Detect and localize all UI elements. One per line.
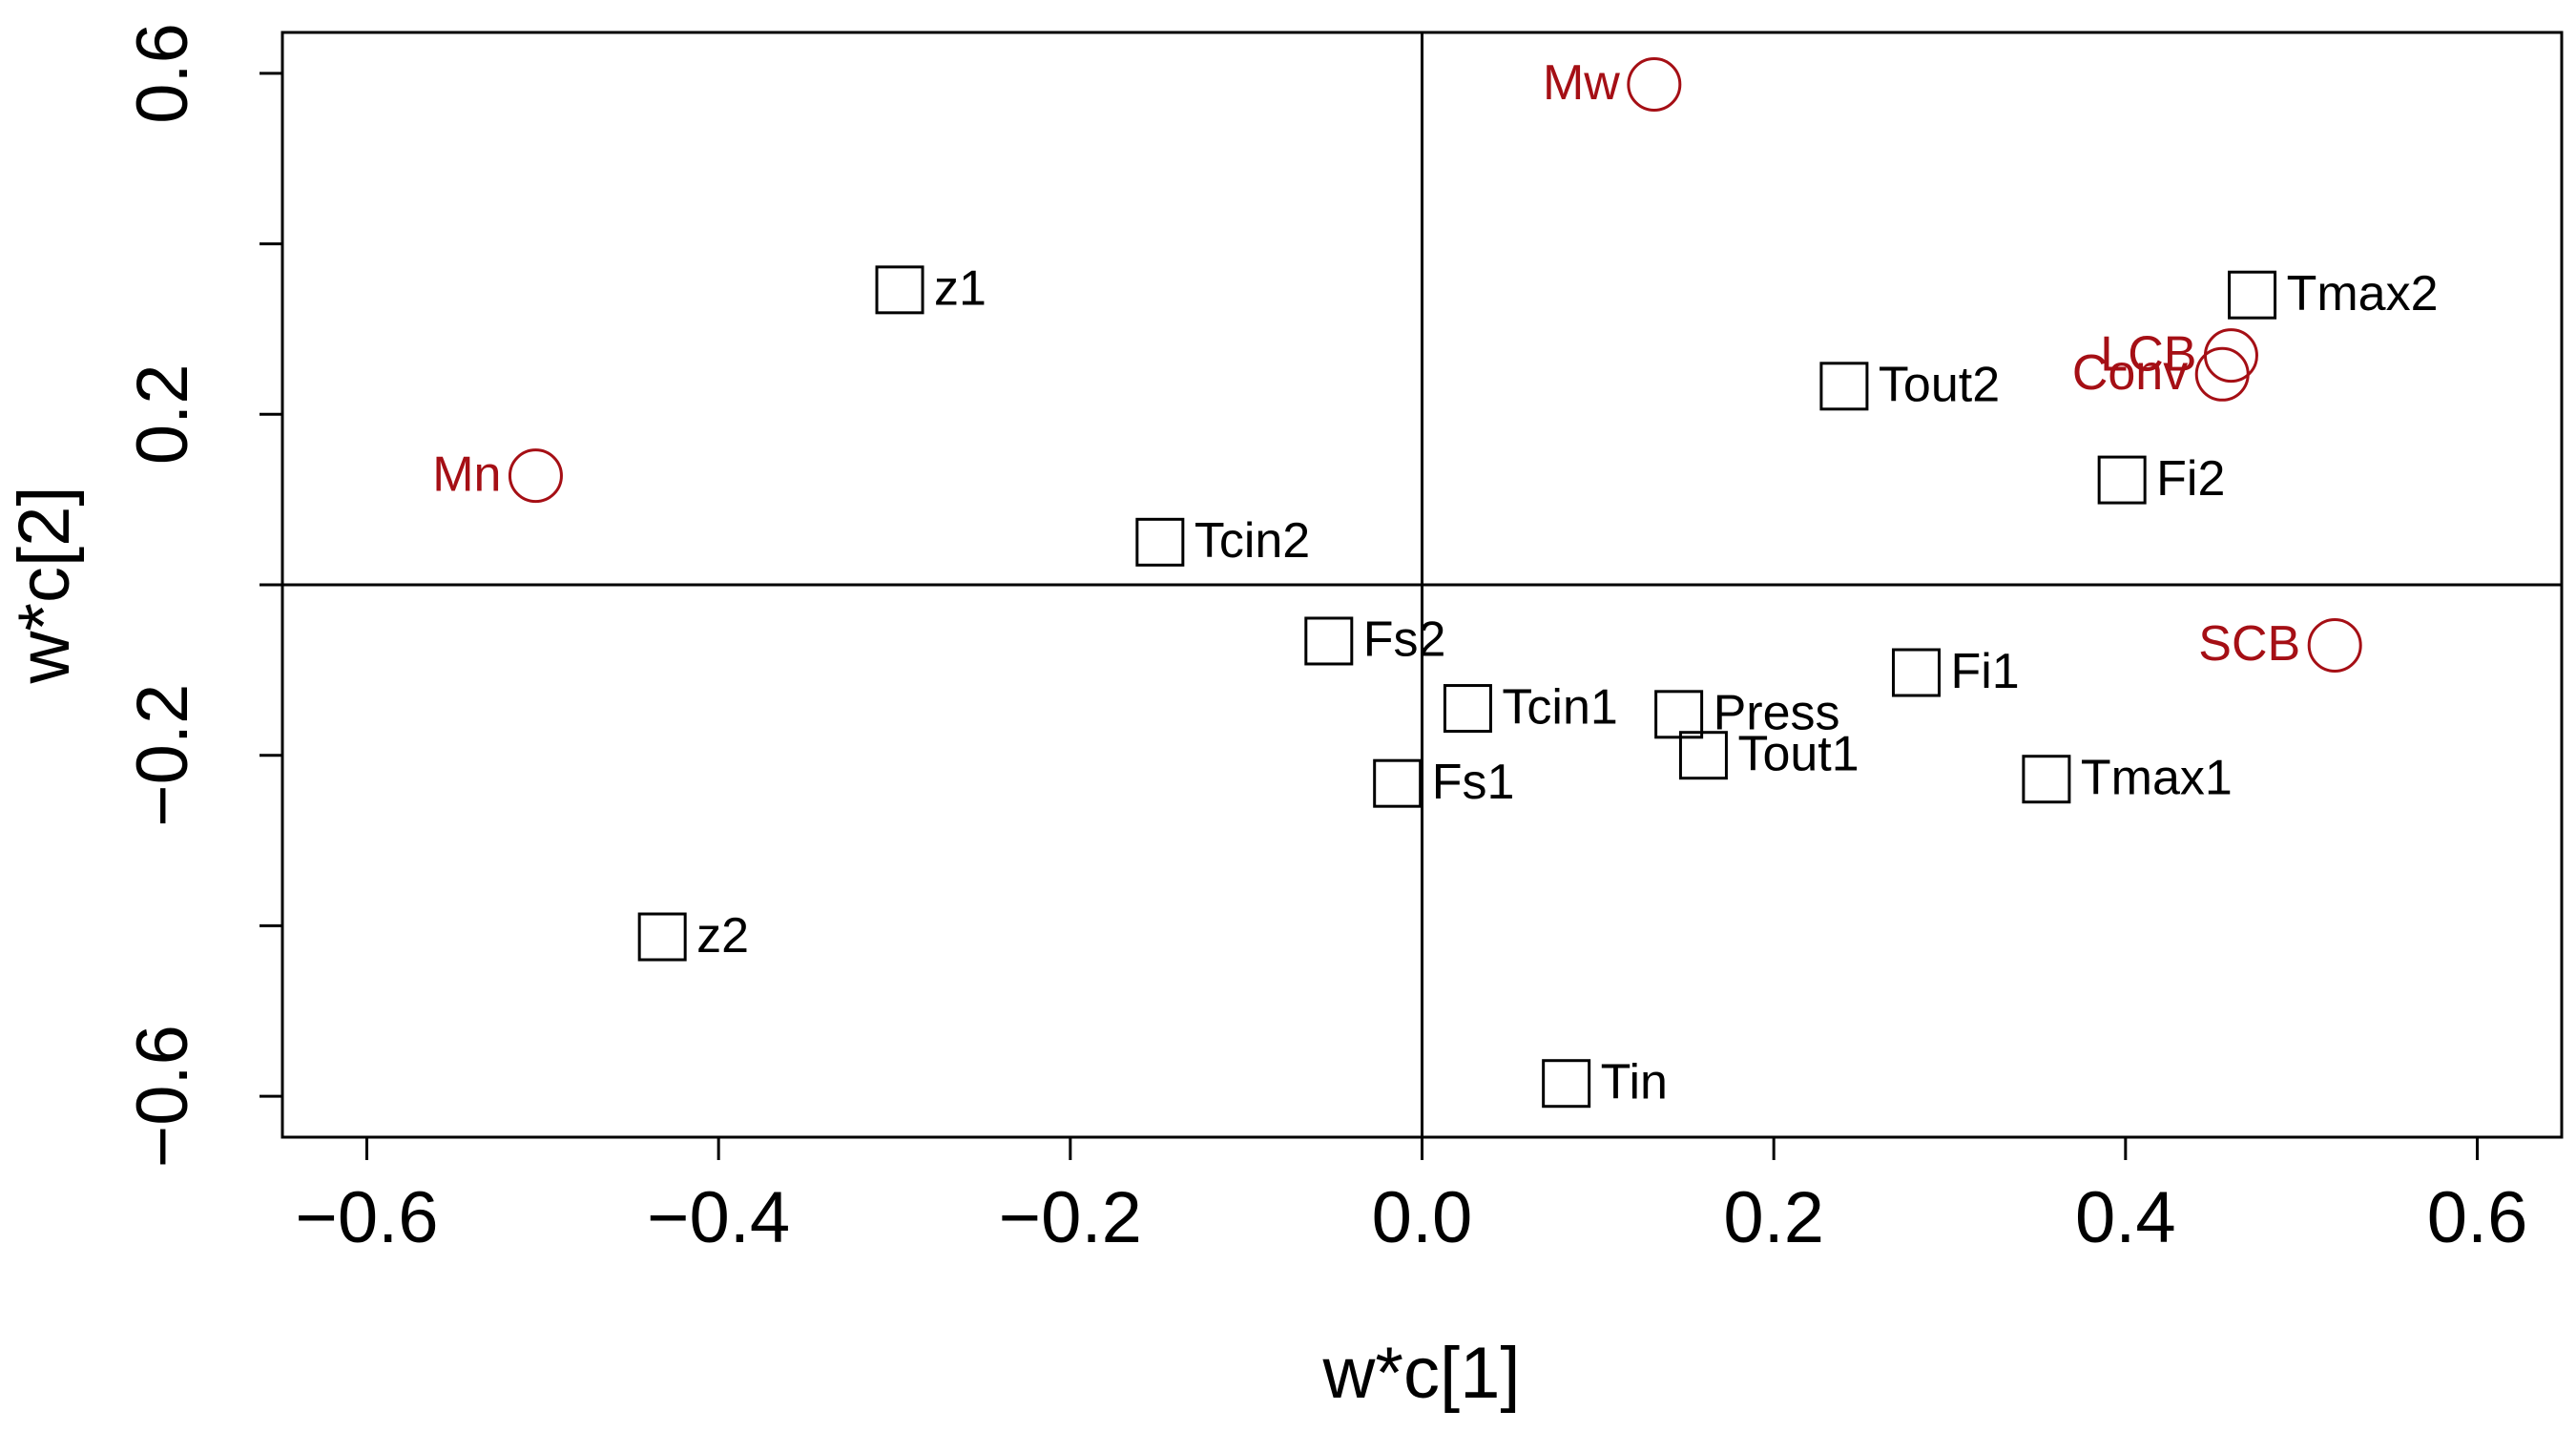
circle-marker: [508, 448, 563, 504]
x-axis-title: w*c[1]: [1322, 1333, 1521, 1414]
y-tick-label: 0.6: [122, 23, 203, 124]
x-tick-label: 0.2: [1723, 1177, 1824, 1258]
point-label: Mw: [1543, 55, 1620, 111]
x-tick-label: −0.4: [647, 1177, 790, 1258]
square-marker: [1654, 690, 1704, 739]
square-marker: [2022, 755, 2071, 804]
square-marker: [875, 265, 924, 315]
point-label: Tmax2: [2287, 266, 2439, 321]
point-label: Press: [1714, 686, 1840, 741]
point-label: z2: [696, 908, 749, 964]
x-tick-label: −0.2: [999, 1177, 1142, 1258]
y-axis-ticks: 0.6 0.2 −0.2 −0.6: [122, 23, 284, 1168]
y-tick-label: −0.6: [122, 1025, 203, 1168]
point-label: Fi1: [1950, 644, 2019, 699]
point-label: LCB: [2100, 326, 2196, 382]
y-tick-label: 0.2: [122, 363, 203, 465]
point-label: Mn: [432, 446, 501, 502]
point-label: Fi2: [2156, 451, 2225, 507]
point-label: Tmax1: [2081, 750, 2233, 805]
point-label: SCB: [2198, 616, 2300, 672]
x-tick-label: 0.4: [2075, 1177, 2176, 1258]
square-marker: [637, 912, 687, 962]
square-marker: [1678, 731, 1728, 780]
point-label: Fs2: [1363, 612, 1446, 668]
point-label: Fs1: [1432, 755, 1515, 810]
point-label: Tin: [1601, 1054, 1668, 1110]
x-tick-label: 0.0: [1372, 1177, 1473, 1258]
circle-marker: [2307, 617, 2362, 673]
square-marker: [1891, 648, 1941, 697]
square-marker: [1542, 1059, 1591, 1109]
circle-marker: [2194, 346, 2250, 402]
square-marker: [2097, 455, 2147, 505]
x-axis-ticks: −0.6 −0.4 −0.2 0.0 0.2 0.4 0.6: [295, 1135, 2528, 1258]
point-label: Tcin1: [1502, 679, 1617, 735]
reference-lines: [282, 32, 2562, 1137]
square-marker: [1819, 362, 1869, 411]
point-label: Tout2: [1879, 358, 2000, 413]
y-axis-title: w*c[2]: [4, 487, 85, 685]
point-label: Tcin2: [1195, 513, 1310, 569]
square-marker: [1443, 684, 1492, 734]
square-marker: [1135, 517, 1185, 567]
point-label: z1: [934, 261, 987, 317]
square-marker: [1373, 758, 1423, 808]
square-marker: [2228, 270, 2277, 320]
x-tick-label: −0.6: [295, 1177, 438, 1258]
point-label: Conv: [2072, 345, 2188, 401]
y-tick-label: −0.2: [122, 684, 203, 827]
x-tick-label: 0.6: [2427, 1177, 2528, 1258]
circle-marker: [1627, 57, 1682, 113]
square-marker: [1304, 616, 1354, 666]
point-label: Tout1: [1737, 726, 1859, 781]
